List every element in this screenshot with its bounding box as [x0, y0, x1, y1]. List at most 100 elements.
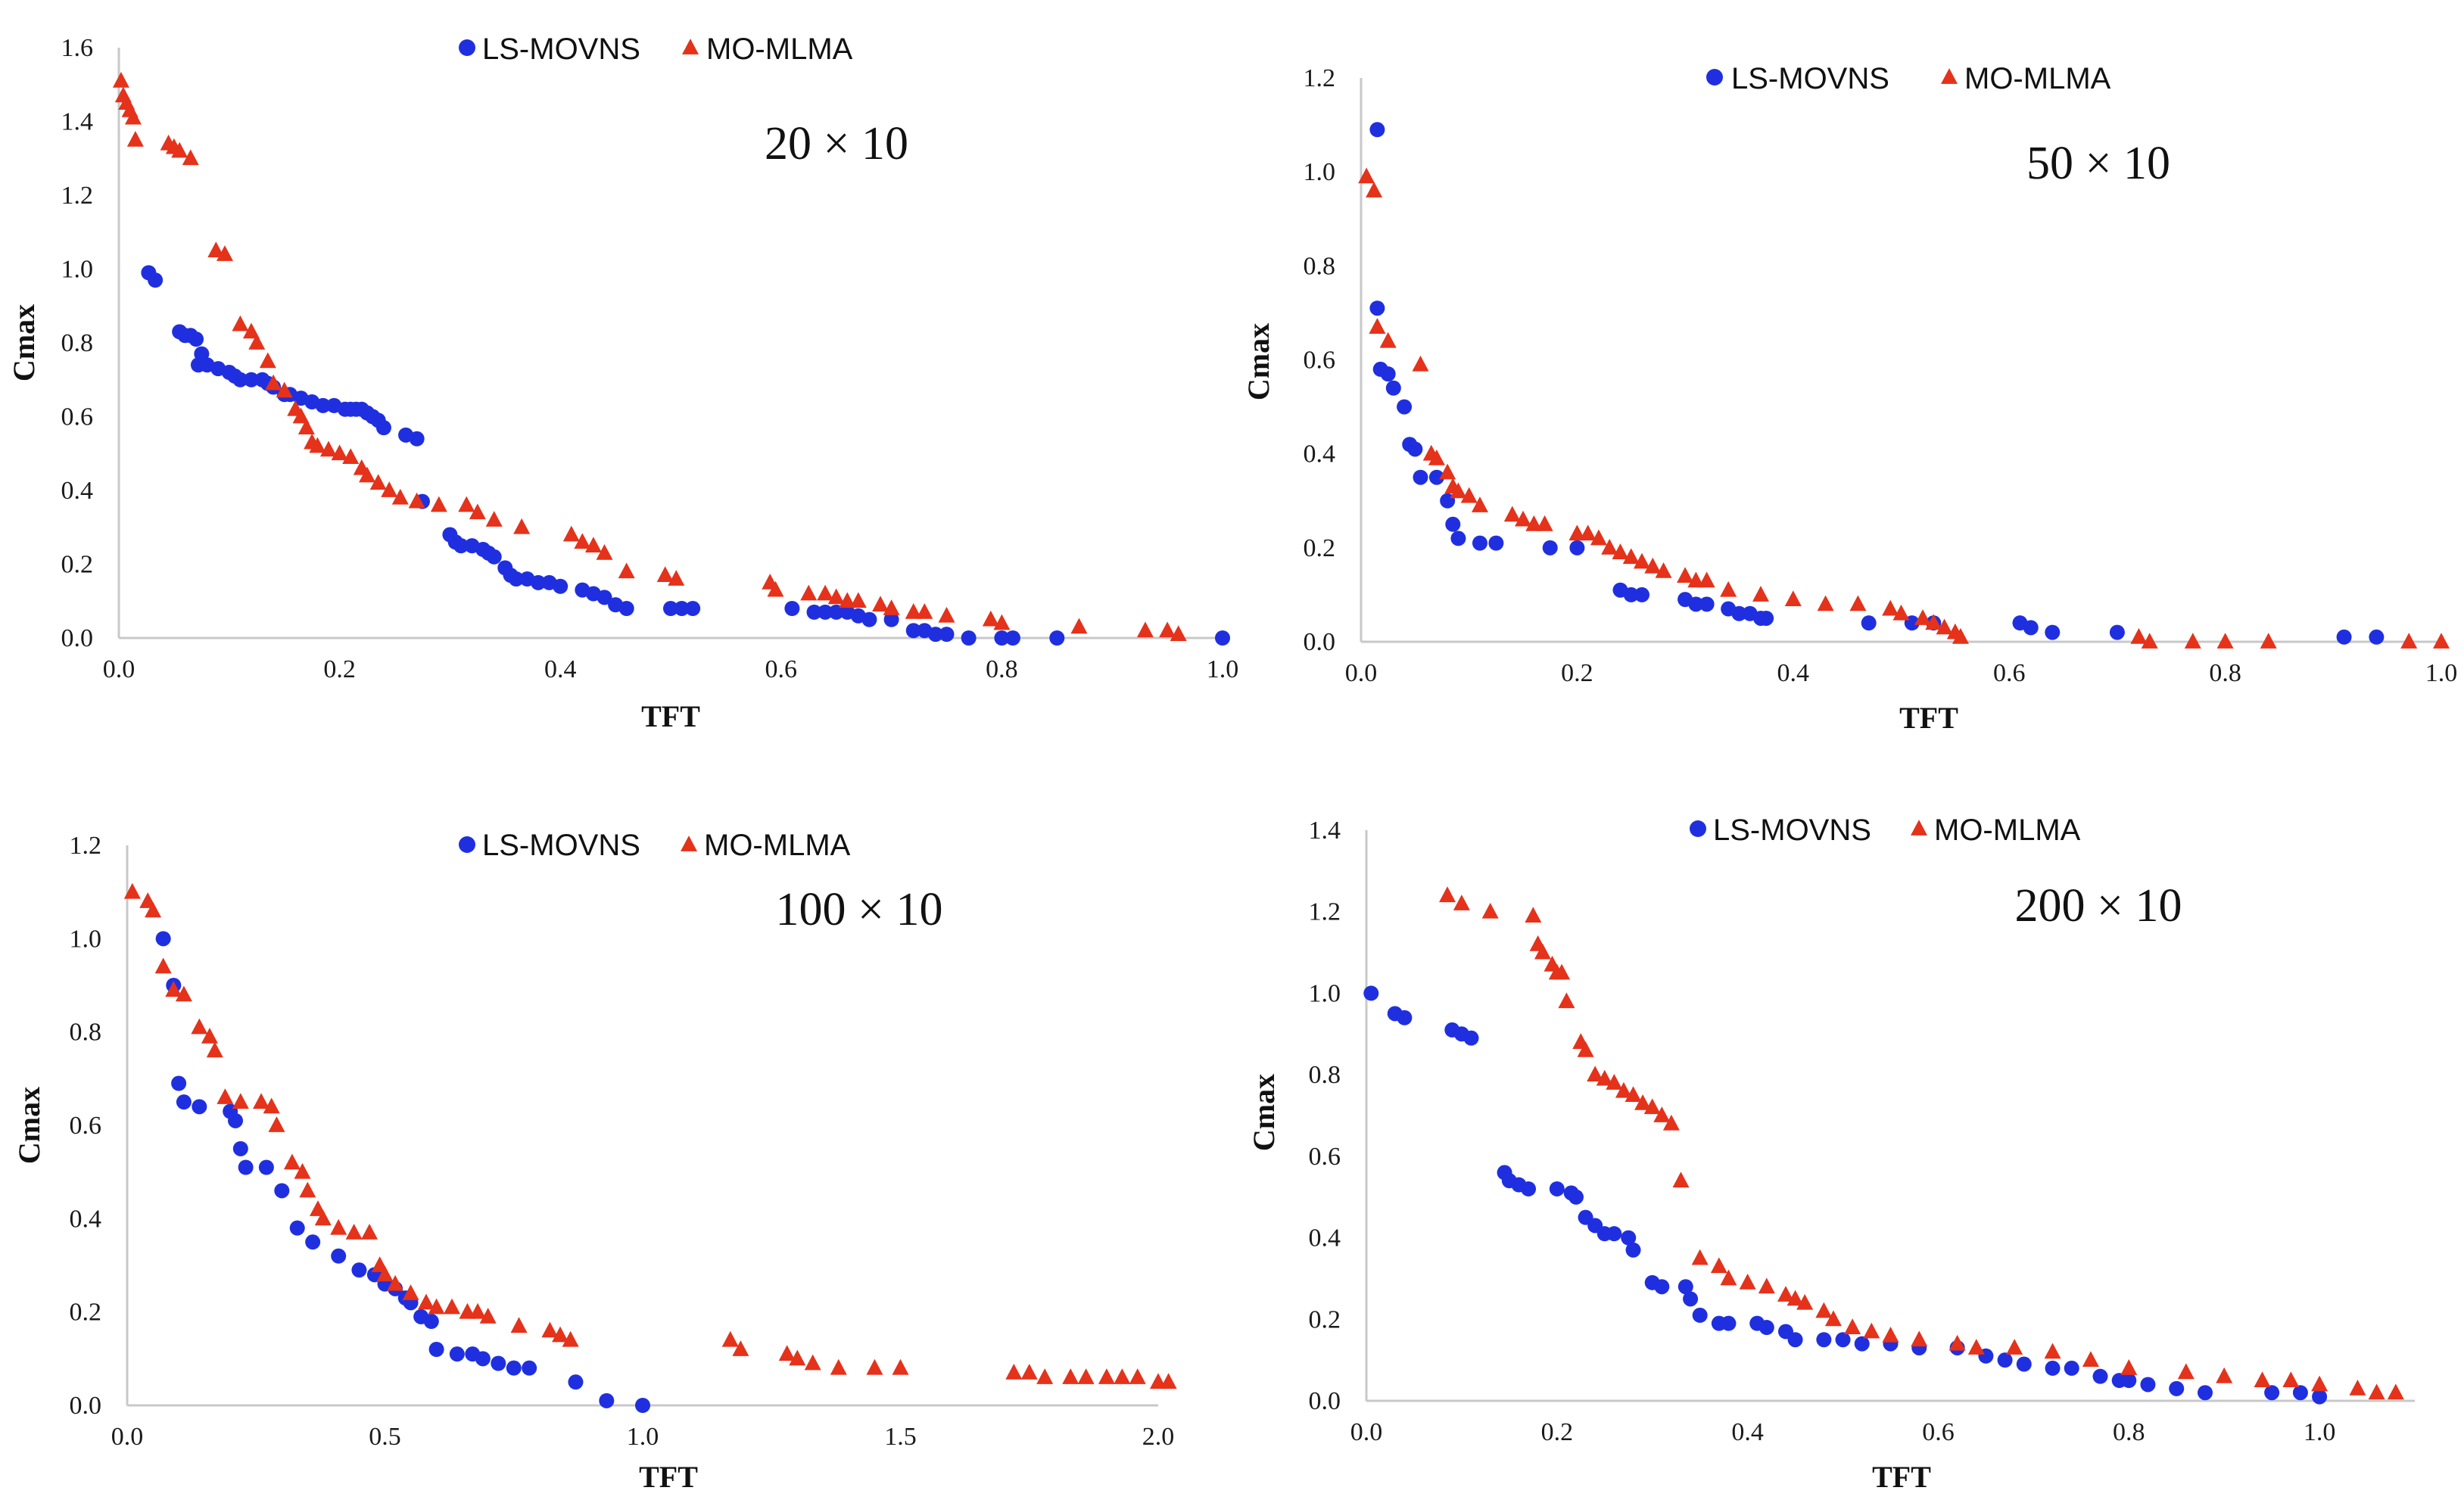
data-point-mo-mlma	[830, 1358, 847, 1375]
data-point-mo-mlma	[2387, 1383, 2404, 1400]
data-point-ls-movns	[828, 604, 844, 620]
data-point-ls-movns	[553, 578, 568, 594]
x-tick-label: 0.0	[111, 1423, 144, 1451]
data-point-mo-mlma	[2254, 1371, 2271, 1387]
data-point-ls-movns	[155, 931, 171, 947]
data-point-ls-movns	[1568, 1189, 1584, 1205]
x-tick-label: 0.2	[1561, 659, 1593, 687]
legend-circle-marker	[1690, 820, 1706, 837]
data-point-mo-mlma	[391, 488, 409, 505]
data-point-ls-movns	[2336, 629, 2352, 645]
data-point-mo-mlma	[1796, 1293, 1814, 1310]
data-point-mo-mlma	[1596, 1069, 1613, 1086]
data-point-mo-mlma	[1653, 1106, 1671, 1122]
data-point-mo-mlma	[1936, 618, 1953, 635]
data-point-ls-movns	[994, 630, 1010, 646]
data-point-mo-mlma	[320, 440, 338, 457]
data-point-mo-mlma	[866, 1358, 883, 1375]
data-point-ls-movns	[1606, 1226, 1622, 1242]
data-point-ls-movns	[331, 1248, 347, 1264]
data-point-mo-mlma	[574, 533, 591, 549]
data-point-ls-movns	[2121, 1373, 2137, 1389]
data-point-mo-mlma	[1677, 567, 1694, 583]
legend-label: LS-MOVNS	[1731, 62, 1889, 95]
x-tick-label: 0.5	[369, 1423, 401, 1451]
y-axis-title: Cmax	[7, 304, 41, 381]
data-point-ls-movns	[2109, 624, 2125, 640]
data-point-mo-mlma	[1655, 562, 1672, 578]
data-point-ls-movns	[1721, 1315, 1737, 1331]
data-point-mo-mlma	[216, 1088, 234, 1104]
data-point-ls-movns	[1445, 516, 1461, 532]
data-point-mo-mlma	[1644, 557, 1662, 574]
data-point-mo-mlma	[1439, 886, 1456, 903]
data-point-mo-mlma	[1622, 548, 1640, 565]
data-point-mo-mlma	[1615, 1081, 1632, 1098]
data-point-ls-movns	[1731, 605, 1747, 621]
y-tick-label: 0.4	[1309, 1224, 1341, 1252]
data-point-ls-movns	[232, 372, 248, 387]
data-point-mo-mlma	[2120, 1359, 2138, 1375]
data-point-mo-mlma	[1882, 1326, 1899, 1343]
data-point-mo-mlma	[2006, 1339, 2023, 1355]
data-point-mo-mlma	[721, 1330, 739, 1347]
data-point-ls-movns	[1385, 380, 1401, 396]
data-point-ls-movns	[243, 372, 259, 387]
data-point-mo-mlma	[242, 322, 260, 339]
data-point-ls-movns	[2045, 1360, 2061, 1376]
data-point-mo-mlma	[1612, 543, 1629, 559]
data-point-mo-mlma	[165, 981, 182, 997]
data-point-ls-movns	[784, 601, 800, 616]
data-point-ls-movns	[2064, 1360, 2079, 1376]
data-point-ls-movns	[818, 604, 833, 620]
x-tick-label: 2.0	[1142, 1423, 1175, 1451]
legend-label: MO-MLMA	[704, 829, 851, 862]
y-tick-label: 0.2	[1304, 534, 1336, 562]
data-point-ls-movns	[475, 1351, 491, 1367]
data-point-ls-movns	[927, 627, 943, 643]
data-point-ls-movns	[2198, 1385, 2213, 1401]
data-point-ls-movns	[1413, 469, 1428, 485]
data-point-mo-mlma	[618, 562, 635, 579]
data-point-ls-movns	[1683, 1291, 1699, 1307]
data-point-mo-mlma	[232, 1093, 249, 1109]
y-tick-label: 1.2	[70, 832, 102, 860]
data-point-mo-mlma	[359, 466, 376, 483]
data-point-mo-mlma	[1952, 627, 1969, 644]
data-point-ls-movns	[375, 420, 391, 436]
data-point-ls-movns	[228, 1112, 244, 1128]
data-point-mo-mlma	[268, 1116, 285, 1132]
x-axis-title: TFT	[1872, 1460, 1931, 1494]
data-point-mo-mlma	[1720, 1269, 1737, 1286]
data-point-mo-mlma	[596, 543, 613, 560]
y-tick-label: 0.4	[70, 1205, 102, 1233]
x-tick-label: 0.6	[765, 655, 798, 683]
data-point-mo-mlma	[1739, 1273, 1756, 1290]
data-point-ls-movns	[232, 1140, 248, 1156]
data-point-mo-mlma	[1824, 1310, 1842, 1327]
data-point-mo-mlma	[444, 1298, 461, 1315]
data-point-mo-mlma	[1577, 1041, 1594, 1057]
data-point-mo-mlma	[552, 1326, 569, 1343]
x-tick-label: 1.0	[2304, 1418, 2336, 1446]
data-point-ls-movns	[305, 1234, 321, 1250]
x-axis-title: TFT	[1899, 701, 1958, 735]
data-point-mo-mlma	[1471, 496, 1488, 512]
data-point-ls-movns	[1521, 1181, 1537, 1196]
legend-label: MO-MLMA	[1934, 814, 2081, 847]
data-point-ls-movns	[2092, 1368, 2108, 1384]
x-tick-label: 0.8	[986, 655, 1018, 683]
data-point-ls-movns	[508, 571, 524, 587]
data-point-mo-mlma	[309, 437, 326, 453]
data-point-ls-movns	[1699, 596, 1715, 612]
data-point-mo-mlma	[1590, 529, 1607, 546]
x-axis-title: TFT	[641, 699, 700, 733]
y-tick-label: 0.8	[70, 1019, 102, 1047]
data-point-mo-mlma	[1925, 614, 1942, 630]
y-tick-label: 0.6	[61, 403, 94, 431]
data-point-mo-mlma	[1536, 515, 1553, 531]
legend-triangle-marker	[682, 39, 699, 54]
data-point-mo-mlma	[1503, 506, 1521, 522]
data-point-mo-mlma	[145, 901, 162, 918]
data-point-ls-movns	[1472, 535, 1487, 551]
